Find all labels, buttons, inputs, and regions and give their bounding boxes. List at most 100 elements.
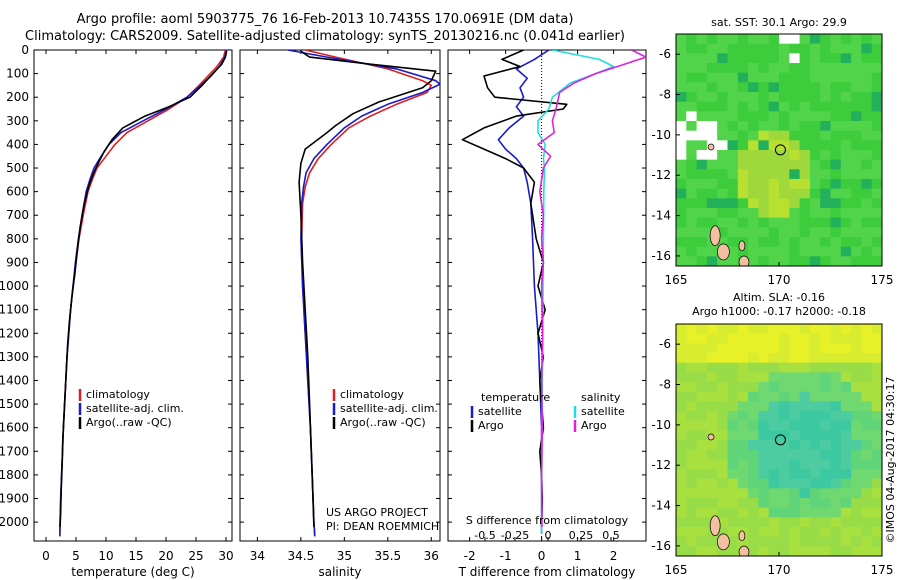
map-cell: [851, 527, 862, 538]
map-cell: [686, 488, 698, 499]
map-cell: [789, 362, 801, 373]
x-tick-label: 34: [250, 549, 265, 563]
map-cell: [717, 527, 729, 538]
map-cell: [851, 92, 862, 103]
map-cell: [789, 198, 801, 209]
map-cell: [840, 488, 852, 499]
map-cell: [717, 130, 729, 141]
map-cell: [820, 246, 832, 257]
map-cell: [809, 72, 821, 83]
map-cell: [789, 150, 801, 161]
map-cell: [871, 546, 882, 556]
map-cell: [696, 237, 708, 248]
map-cell: [748, 237, 759, 248]
map-cell: [717, 150, 729, 161]
map-cell: [789, 101, 801, 112]
map-cell: [727, 246, 739, 257]
map-cell: [686, 420, 698, 431]
map-cell: [748, 159, 759, 170]
map-cell: [768, 478, 780, 489]
map-cell: [809, 256, 821, 266]
map-cell: [768, 217, 780, 228]
map-cell: [809, 198, 821, 209]
map-cell: [840, 420, 852, 431]
map-cell: [779, 324, 790, 335]
map-cell: [696, 111, 708, 122]
map-cell: [696, 382, 708, 393]
map-cell: [840, 246, 852, 257]
map-cell: [696, 179, 708, 190]
map-cell: [706, 372, 718, 383]
map-cell: [676, 459, 687, 470]
map-cell: [789, 111, 801, 122]
map-cell: [706, 130, 718, 141]
map-cell: [789, 440, 801, 451]
map-cell: [851, 536, 862, 547]
map-cell: [737, 101, 749, 112]
map-cell: [840, 411, 852, 422]
map-cell: [696, 353, 708, 364]
series-group: [59, 50, 228, 537]
map-cell: [748, 63, 759, 74]
map-cell: [851, 159, 862, 170]
map-cell: [758, 34, 770, 45]
map-cell: [717, 63, 729, 74]
legend-entry: satellite: [478, 405, 522, 418]
map-cell: [758, 82, 770, 93]
map-cell: [779, 150, 790, 161]
map-cell: [727, 343, 739, 354]
map-cell: [737, 478, 749, 489]
map-cell: [768, 43, 780, 54]
map-cell: [717, 101, 729, 112]
map-cell: [861, 488, 873, 499]
map-cell: [758, 217, 770, 228]
map-cell: [799, 401, 811, 412]
map-cell: [789, 527, 801, 538]
map-cell: [851, 169, 862, 180]
map-cell: [748, 507, 759, 518]
map-cell: [809, 43, 821, 54]
map-cell: [748, 53, 759, 64]
map-cell: [758, 517, 770, 528]
map-cell: [768, 440, 780, 451]
map-cell: [686, 72, 698, 83]
map-cell: [789, 72, 801, 83]
map-cell: [727, 440, 739, 451]
map-cell: [737, 517, 749, 528]
map-cell: [851, 382, 862, 393]
map-cell: [840, 391, 852, 402]
map-cell: [748, 43, 759, 54]
map-cell: [706, 478, 718, 489]
map-cell: [696, 198, 708, 209]
map-cell: [840, 150, 852, 161]
map-cell: [748, 333, 759, 344]
map-cell: [871, 111, 882, 122]
legend-entry: climatology: [86, 388, 150, 401]
island: [738, 545, 750, 556]
map-cell: [809, 536, 821, 547]
map-cell: [737, 449, 749, 460]
map-cell: [851, 179, 862, 190]
map-cell: [768, 150, 780, 161]
map-cell: [727, 391, 739, 402]
map-field: [676, 324, 882, 556]
map-cell: [727, 188, 739, 199]
map-cell: [727, 43, 739, 54]
map-cell: [789, 246, 801, 257]
map-cell: [799, 227, 811, 238]
map-cell: [830, 159, 842, 170]
map-cell: [737, 198, 749, 209]
map-cell: [779, 459, 790, 470]
map-cell: [676, 362, 687, 373]
map-cell: [686, 507, 698, 518]
map-cell: [706, 353, 718, 364]
map-cell: [851, 362, 862, 373]
map-cell: [840, 353, 852, 364]
map-cell: [717, 324, 729, 335]
map-cell: [779, 536, 790, 547]
map-cell: [799, 159, 811, 170]
map-cell: [861, 34, 873, 45]
map-cell: [696, 469, 708, 480]
map-cell: [799, 469, 811, 480]
map-cell: [820, 111, 832, 122]
